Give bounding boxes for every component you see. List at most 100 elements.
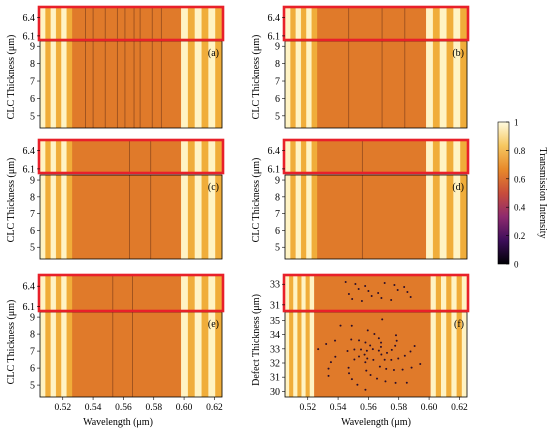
zoom-edge-fringe [201, 276, 209, 310]
zoom-edge-fringe [208, 8, 216, 39]
main-edge-fringe [201, 41, 209, 128]
main-edge-fringe [306, 175, 312, 259]
main-defect-dot [390, 358, 393, 361]
zoom-y-tick-label: 6.4 [268, 13, 281, 24]
main-edge-fringe [297, 312, 302, 397]
main-edge-fringe [208, 175, 216, 259]
zoom-edge-fringe [40, 8, 46, 39]
panel-e-y-label: CLC Thickness (μm) [6, 300, 17, 385]
zoom-y-tick-label: 6.1 [23, 164, 36, 175]
panel-label: (e) [208, 319, 219, 330]
y-tick-label: 8 [30, 192, 35, 203]
main-edge-fringe [460, 175, 468, 259]
zoom-edge-fringe [456, 276, 463, 310]
main-edge-fringe [194, 175, 202, 259]
main-defect-dot [334, 355, 337, 358]
panel-a-y-label: CLC Thickness (μm) [6, 35, 17, 120]
zoom-defect-dot [344, 281, 347, 283]
zoom-y-tick-label: 6.1 [268, 164, 281, 175]
zoom-edge-fringe [215, 276, 223, 310]
main-edge-fringe [55, 175, 62, 259]
main-defect-dot [409, 350, 412, 353]
zoom-edge-fringe [208, 141, 216, 172]
zoom-edge-fringe [45, 8, 51, 39]
zoom-highlight-frame [37, 5, 225, 42]
zoom-defect-dot [406, 291, 409, 293]
main-defect-dot [360, 348, 363, 351]
zoom-defect-dot [364, 285, 367, 287]
main-edge-fringe [456, 312, 463, 397]
main-defect-dot [358, 339, 361, 342]
zoom-edge-fringe [66, 141, 73, 172]
main-defect-dot [353, 358, 356, 361]
main-edge-fringe [426, 41, 434, 128]
colorbar: 1 0.8 0.6 0.4 0.2 0 Transmission Intensity [497, 118, 548, 270]
panel-c-y-label: CLC Thickness (μm) [6, 158, 17, 243]
zoom-edge-fringe [301, 276, 306, 310]
main-defect-dot [383, 358, 386, 361]
main-defect-dot [392, 368, 395, 371]
zoom-edge-fringe [187, 8, 195, 39]
y-tick-label: 9 [30, 313, 35, 324]
main-defect-dot [325, 343, 328, 346]
main-defect-dot [317, 348, 320, 351]
zoom-edge-fringe [201, 141, 209, 172]
zoom-defect-dot [370, 295, 373, 297]
zoom-defect-dot [367, 290, 370, 292]
main-defect-dot [350, 378, 353, 381]
zoom-edge-fringe [50, 276, 57, 310]
zoom-edge-fringe [290, 8, 296, 39]
main-edge-fringe [45, 312, 51, 397]
zoom-defect-dot [383, 282, 386, 284]
zoom-highlight-frame [282, 5, 470, 42]
x-tick-label: 0.54 [330, 403, 347, 413]
main-edge-fringe [311, 41, 318, 128]
zoom-y-tick-label: 6.4 [23, 146, 36, 157]
zoom-edge-fringe [55, 276, 62, 310]
zoom-edge-fringe [426, 8, 434, 39]
main-edge-fringe [55, 312, 62, 397]
colorbar-gradient [497, 121, 510, 265]
zoom-edge-fringe [300, 8, 307, 39]
main-defect-dot [381, 318, 384, 321]
main-defect-dot [372, 358, 375, 361]
main-defect-dot [386, 351, 389, 354]
zoom-edge-fringe [432, 8, 440, 39]
x-tick-label: 0.52 [299, 403, 316, 413]
zoom-defect-dot [347, 293, 350, 295]
main-defect-dot [356, 383, 359, 386]
zoom-edge-fringe [181, 8, 189, 39]
main-edge-fringe [432, 41, 440, 128]
main-edge-fringe [45, 175, 51, 259]
main-defect-dot [380, 353, 383, 356]
main-defect-dot [366, 357, 369, 360]
main-edge-fringe [208, 41, 216, 128]
main-defect-dot [378, 365, 381, 368]
x-tick-label: 0.62 [206, 403, 223, 413]
main-defect-dot [339, 324, 342, 327]
y-tick-label: 6 [275, 94, 280, 105]
panel-label: (c) [208, 182, 219, 193]
main-edge-fringe [460, 41, 468, 128]
zoom-edge-fringe [187, 276, 195, 310]
zoom-edge-fringe [432, 141, 440, 172]
y-tick-label: 34 [270, 330, 280, 341]
main-edge-fringe [66, 175, 73, 259]
main-defect-dot [377, 337, 380, 340]
x-tick-label: 0.56 [115, 403, 132, 413]
main-edge-fringe [300, 41, 307, 128]
x-tick-label: 0.58 [390, 403, 407, 413]
main-defect-dot [327, 374, 330, 377]
main-edge-fringe [50, 175, 57, 259]
zoom-edge-fringe [40, 276, 46, 310]
main-edge-fringe [215, 41, 223, 128]
main-defect-dot [405, 381, 408, 384]
main-defect-dot [369, 373, 372, 376]
main-edge-fringe [40, 312, 46, 397]
main-defect-dot [346, 349, 349, 352]
panel-f-x-label: Wavelength (μm) [341, 417, 411, 428]
main-edge-fringe [453, 175, 461, 259]
zoom-y-tick-label: 31 [270, 300, 280, 311]
zoom-edge-fringe [446, 8, 454, 39]
